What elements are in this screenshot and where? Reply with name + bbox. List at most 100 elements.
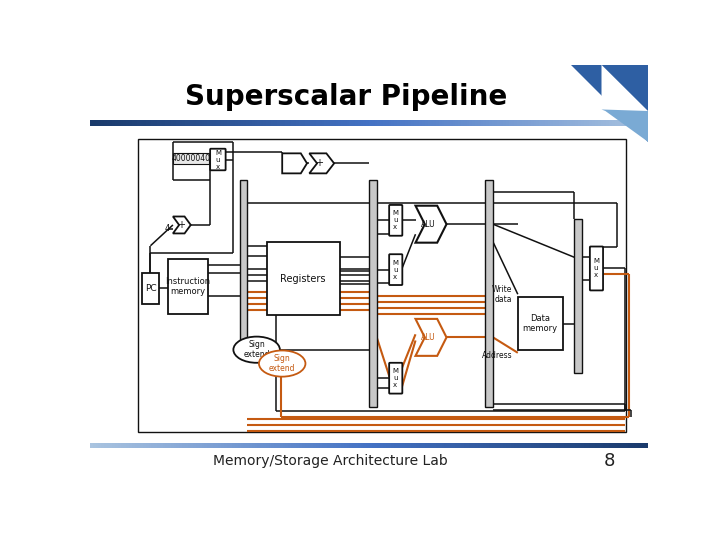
Bar (550, 443, 553, 448)
Bar (459, 443, 461, 448)
Bar (642, 443, 645, 448)
Bar (336, 443, 338, 448)
Bar (263, 443, 266, 448)
FancyBboxPatch shape (590, 247, 603, 291)
Bar (126, 120, 129, 126)
Bar (598, 443, 600, 448)
Bar (115, 443, 118, 448)
Bar (517, 120, 520, 126)
Bar (160, 443, 163, 448)
Bar (575, 443, 578, 448)
Bar (374, 443, 377, 448)
Bar (246, 443, 249, 448)
Bar (213, 120, 215, 126)
Bar (520, 120, 523, 126)
Bar (176, 120, 179, 126)
Bar (489, 443, 492, 448)
Bar (288, 120, 291, 126)
Bar (310, 120, 313, 126)
FancyBboxPatch shape (389, 205, 402, 236)
Bar (358, 443, 361, 448)
Bar (316, 120, 319, 126)
Bar (352, 443, 355, 448)
Bar (518, 298, 563, 350)
Bar (132, 120, 135, 126)
Bar (441, 120, 444, 126)
Bar (154, 443, 157, 448)
Bar (366, 120, 369, 126)
Bar (366, 443, 369, 448)
Bar (193, 443, 196, 448)
Polygon shape (601, 110, 648, 142)
Bar (93, 443, 96, 448)
Bar (623, 120, 626, 126)
Bar (517, 443, 520, 448)
Bar (392, 443, 394, 448)
Bar (327, 120, 330, 126)
Bar (447, 120, 450, 126)
Bar (564, 443, 567, 448)
Bar (364, 443, 366, 448)
Bar (302, 120, 305, 126)
Bar (96, 443, 99, 448)
Bar (598, 120, 600, 126)
Text: Memory/Storage Architecture Lab: Memory/Storage Architecture Lab (213, 454, 448, 468)
Bar (505, 443, 508, 448)
Bar (492, 120, 495, 126)
Bar (173, 153, 209, 164)
Bar (280, 443, 282, 448)
Bar (135, 120, 138, 126)
Bar (495, 120, 498, 126)
Bar (394, 120, 397, 126)
Bar (227, 120, 230, 126)
Bar (297, 120, 300, 126)
Bar (168, 259, 208, 314)
Bar (252, 120, 255, 126)
Bar (400, 120, 402, 126)
Bar (545, 443, 547, 448)
Bar (615, 120, 617, 126)
Bar (129, 443, 132, 448)
Bar (631, 443, 634, 448)
Bar (402, 120, 405, 126)
Bar (313, 120, 316, 126)
Bar (433, 443, 436, 448)
Bar (383, 443, 386, 448)
Bar (163, 120, 166, 126)
Bar (336, 120, 338, 126)
Bar (302, 443, 305, 448)
Bar (96, 120, 99, 126)
Bar (590, 443, 593, 448)
Bar (160, 120, 163, 126)
Bar (578, 120, 581, 126)
Bar (626, 443, 629, 448)
Bar (483, 443, 486, 448)
Bar (498, 443, 500, 448)
Bar (330, 443, 333, 448)
Bar (383, 120, 386, 126)
Bar (389, 120, 392, 126)
Bar (338, 120, 341, 126)
Bar (118, 443, 121, 448)
Bar (397, 443, 400, 448)
Bar (174, 120, 176, 126)
Text: Write
data: Write data (492, 285, 513, 304)
Bar (539, 443, 542, 448)
Bar (514, 443, 517, 448)
Bar (481, 443, 483, 448)
Bar (330, 120, 333, 126)
Bar (255, 443, 258, 448)
Bar (511, 443, 514, 448)
Bar (542, 443, 545, 448)
Text: M
u
x: M u x (392, 260, 398, 280)
Bar (467, 120, 469, 126)
Bar (166, 120, 168, 126)
Text: Registers: Registers (280, 274, 326, 284)
Bar (129, 120, 132, 126)
Bar (121, 120, 124, 126)
Bar (344, 120, 346, 126)
Bar (207, 120, 210, 126)
Bar (218, 443, 221, 448)
Bar (104, 443, 107, 448)
Bar (637, 443, 639, 448)
